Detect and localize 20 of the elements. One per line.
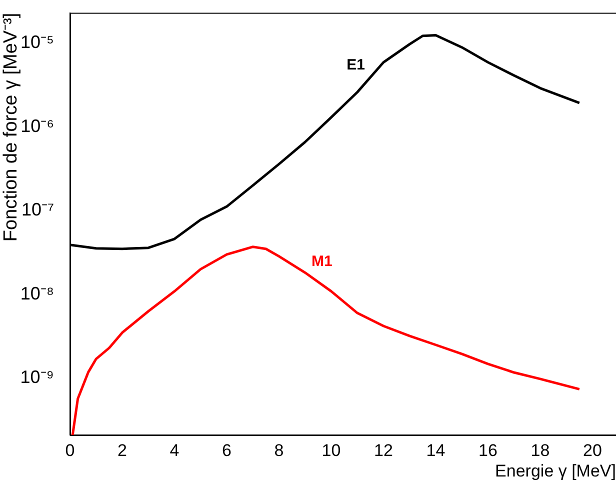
x-tick-label: 8 bbox=[274, 440, 284, 460]
x-tick-label: 20 bbox=[583, 440, 602, 460]
x-tick-label: 0 bbox=[65, 440, 75, 460]
x-tick-label: 6 bbox=[222, 440, 232, 460]
x-axis-title: Energie γ [MeV] bbox=[495, 461, 616, 480]
series-label: M1 bbox=[311, 252, 332, 270]
y-tick-label: 10⁻⁸ bbox=[20, 283, 54, 304]
series-label: E1 bbox=[346, 56, 365, 74]
x-tick-label: 12 bbox=[374, 440, 393, 460]
x-tick-label: 10 bbox=[322, 440, 341, 460]
y-tick-label: 10⁻⁷ bbox=[21, 200, 54, 220]
x-tick-label: 4 bbox=[170, 440, 180, 460]
x-tick-label: 16 bbox=[478, 440, 498, 460]
y-axis-title: Fonction de force γ [MeV⁻³] bbox=[0, 12, 22, 242]
y-tick-label: 10⁻⁹ bbox=[20, 367, 54, 388]
x-tick-label: 14 bbox=[426, 440, 446, 460]
x-tick-label: 2 bbox=[118, 440, 127, 460]
y-tick-label: 10⁻⁶ bbox=[20, 116, 54, 136]
x-tick-label: 18 bbox=[530, 440, 550, 460]
y-tick-label: 10⁻⁵ bbox=[20, 32, 54, 52]
